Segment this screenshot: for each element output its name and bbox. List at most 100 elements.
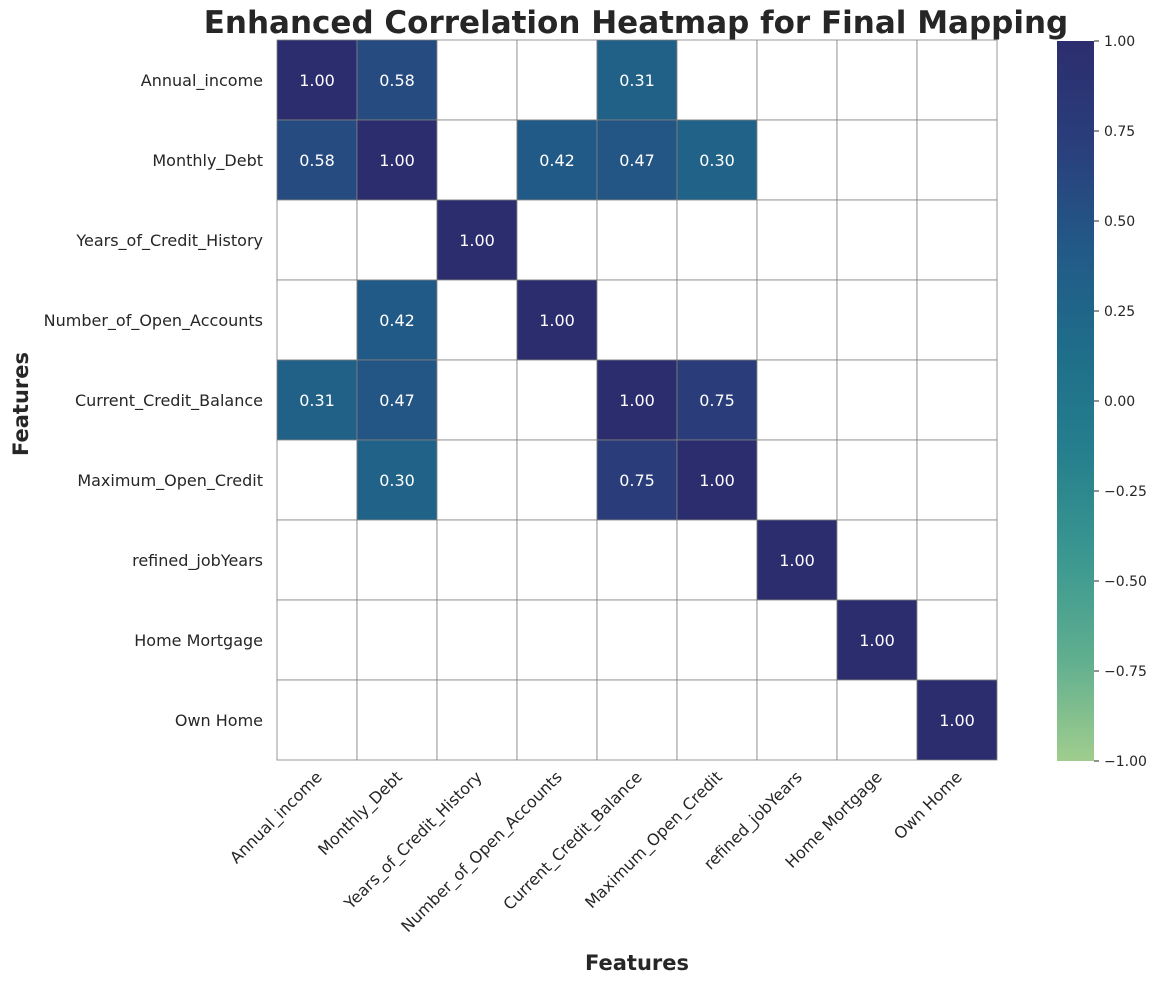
heatmap-cell xyxy=(356,679,438,761)
heatmap-cell xyxy=(916,439,998,521)
y-axis-title: Features xyxy=(9,352,33,456)
x-tick-label: Current_Credit_Balance xyxy=(499,767,646,914)
cell-value-label: 0.42 xyxy=(539,151,575,170)
y-tick-labels: Annual_income Monthly_Debt Years_of_Credit… xyxy=(44,71,263,730)
heatmap-cell xyxy=(276,199,358,281)
heatmap-cell xyxy=(516,679,598,761)
colorbar-tick-label: −0.75 xyxy=(1104,664,1147,680)
cell-value-label: 1.00 xyxy=(699,471,735,490)
heatmap-cell xyxy=(356,519,438,601)
y-tick-label: Own Home xyxy=(175,711,263,730)
x-tick-label: Years_of_Credit_History xyxy=(340,767,487,914)
cell-value-label: 1.00 xyxy=(779,551,815,570)
cell-value-label: 1.00 xyxy=(539,311,575,330)
heatmap-cell xyxy=(596,599,678,681)
heatmap-cell xyxy=(356,359,438,441)
cell-value-label: 0.31 xyxy=(619,71,655,90)
colorbar-tick-label: 0.25 xyxy=(1104,304,1135,320)
y-tick-label: Maximum_Open_Credit xyxy=(77,471,263,491)
cell-value-label: 0.30 xyxy=(379,471,415,490)
cell-value-label: 0.75 xyxy=(699,391,735,410)
y-tick-label: Home Mortgage xyxy=(134,631,263,650)
cell-value-label: 0.75 xyxy=(619,471,655,490)
heatmap-cell xyxy=(516,119,598,201)
heatmap-cell xyxy=(836,519,918,601)
colorbar-tick-label: 1.00 xyxy=(1104,34,1135,50)
cell-value-label: 0.58 xyxy=(299,151,335,170)
heatmap-cell xyxy=(836,439,918,521)
colorbar-ticks: 1.00 0.75 0.50 0.25 0.00 −0.25 −0.50 −0.75 −1.00 xyxy=(1094,34,1147,770)
heatmap-cell xyxy=(676,439,758,521)
heatmap-cell xyxy=(756,359,838,441)
heatmap-cell xyxy=(676,199,758,281)
heatmap-cell xyxy=(516,199,598,281)
heatmap-cell xyxy=(676,679,758,761)
heatmap-cell xyxy=(756,679,838,761)
heatmap-cell xyxy=(516,39,598,121)
heatmap-cell xyxy=(276,599,358,681)
x-tick-label: Annual_income xyxy=(226,767,327,868)
heatmap-cell xyxy=(836,599,918,681)
x-tick-labels: Annual_incomeMonthly_DebtYears_of_Credit… xyxy=(226,767,966,936)
cell-value-label: 1.00 xyxy=(939,711,975,730)
heatmap-cell xyxy=(596,199,678,281)
cell-value-label: 1.00 xyxy=(379,151,415,170)
heatmap-cell xyxy=(356,599,438,681)
heatmap-cell xyxy=(836,279,918,361)
heatmap-cell xyxy=(436,679,518,761)
heatmap-cell xyxy=(596,39,678,121)
x-tick-label: Number_of_Open_Accounts xyxy=(397,767,566,936)
heatmap-cell xyxy=(436,359,518,441)
x-tick-label: Maximum_Open_Credit xyxy=(581,767,726,912)
heatmap-cell xyxy=(276,359,358,441)
heatmap-cell xyxy=(276,119,358,201)
y-tick-label: Annual_income xyxy=(141,71,263,91)
heatmap-cell xyxy=(836,199,918,281)
heatmap-cell xyxy=(916,199,998,281)
heatmap-cell xyxy=(276,439,358,521)
heatmap-cell xyxy=(516,359,598,441)
heatmap-cell xyxy=(756,119,838,201)
cell-value-label: 1.00 xyxy=(459,231,495,250)
heatmap-cell xyxy=(676,599,758,681)
y-tick-label: Years_of_Credit_History xyxy=(75,231,263,251)
colorbar-tick-label: −1.00 xyxy=(1104,754,1147,770)
colorbar-tick-label: 0.50 xyxy=(1104,214,1135,230)
heatmap-cell xyxy=(276,39,358,121)
heatmap-cell xyxy=(676,519,758,601)
y-tick-label: Current_Credit_Balance xyxy=(75,391,263,411)
heatmap-cell xyxy=(596,439,678,521)
heatmap-cell xyxy=(676,119,758,201)
heatmap-cell xyxy=(596,359,678,441)
colorbar xyxy=(1057,41,1094,761)
heatmap-cell xyxy=(916,679,998,761)
heatmap-cell xyxy=(276,679,358,761)
heatmap-cell xyxy=(356,119,438,201)
heatmap-cell xyxy=(676,39,758,121)
heatmap-cell xyxy=(516,599,598,681)
heatmap-cell xyxy=(436,439,518,521)
heatmap-cell xyxy=(596,679,678,761)
heatmap-cell xyxy=(756,519,838,601)
y-tick-label: Number_of_Open_Accounts xyxy=(44,311,263,331)
cell-value-label: 0.30 xyxy=(699,151,735,170)
heatmap-cell xyxy=(916,279,998,361)
heatmap-cell xyxy=(516,439,598,521)
heatmap-cell xyxy=(356,439,438,521)
heatmap-cell xyxy=(436,279,518,361)
heatmap-cell xyxy=(356,199,438,281)
colorbar-tick-label: 0.00 xyxy=(1104,394,1135,410)
heatmap-cell xyxy=(836,679,918,761)
heatmap-cell xyxy=(756,439,838,521)
x-tick-label: Own Home xyxy=(890,767,966,843)
cell-value-label: 0.31 xyxy=(299,391,335,410)
heatmap-cell xyxy=(276,519,358,601)
cell-value-label: 0.42 xyxy=(379,311,415,330)
y-tick-label: refined_jobYears xyxy=(132,551,263,571)
heatmap-cell xyxy=(436,519,518,601)
heatmap-cells: 1.00 0.58 0.31 0.58 1.00 0.42 0.47 0.30 1.00 0.42… xyxy=(276,39,998,761)
colorbar-tick-label: −0.25 xyxy=(1104,484,1147,500)
heatmap-cell xyxy=(276,279,358,361)
cell-value-label: 1.00 xyxy=(859,631,895,650)
heatmap-cell xyxy=(436,599,518,681)
